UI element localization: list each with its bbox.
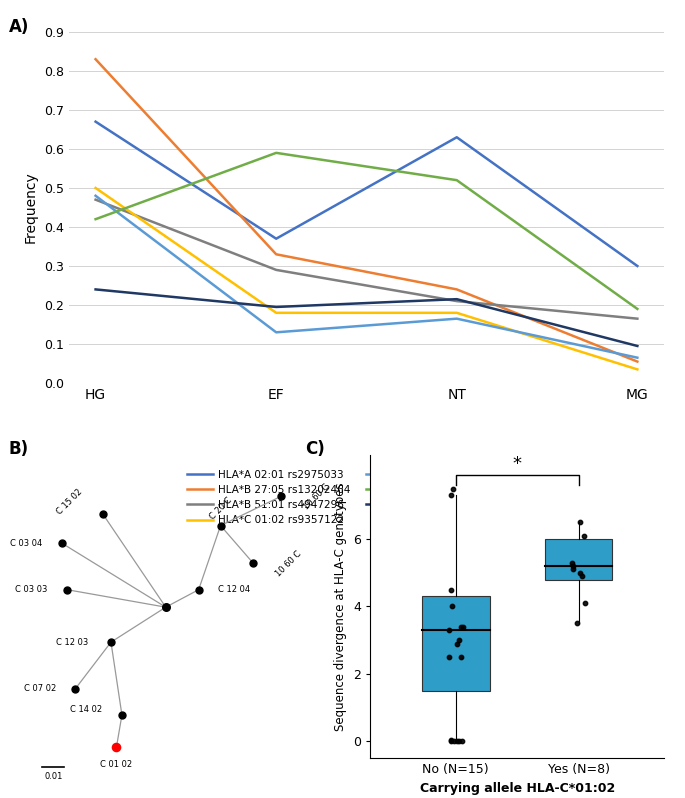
Text: *: * [512,456,522,473]
Text: B): B) [8,440,29,458]
Point [97,508,108,520]
Point [116,709,127,721]
Point [456,620,466,633]
Point [457,735,468,748]
Bar [545,539,612,579]
Point [444,650,455,663]
Point [452,735,463,748]
Text: 0.01: 0.01 [45,772,62,781]
Text: C 03 03: C 03 03 [15,585,48,595]
Point [446,600,457,613]
X-axis label: Carrying allele HLA-C*01:02: Carrying allele HLA-C*01:02 [419,781,615,795]
Point [458,620,469,633]
Text: C 01 02: C 01 02 [101,760,132,769]
Text: C 14 02: C 14 02 [71,705,102,713]
Point [193,583,204,596]
Point [447,482,458,495]
Point [452,637,463,650]
Point [105,636,116,649]
Point [577,570,588,583]
Text: 10 60 C: 10 60 C [302,482,331,511]
Text: C 15 02: C 15 02 [55,488,84,517]
Bar [422,596,490,691]
Point [575,567,586,579]
Text: C): C) [305,440,325,458]
Text: 10 60 C: 10 60 C [275,549,303,578]
Point [453,735,464,748]
Point [160,601,171,614]
Legend: HLA*A 02:01 rs2975033, HLA*B 27:05 rs13202464, HLA*B 51:01 rs4947296, HLA*C 01:0: HLA*A 02:01 rs2975033, HLA*B 27:05 rs132… [183,465,550,529]
Point [571,617,582,630]
Point [215,519,226,532]
Point [446,583,457,596]
Point [568,559,579,572]
Point [578,529,589,542]
Text: C 12 04: C 12 04 [219,585,250,595]
Point [111,741,122,753]
Text: C 20 C: C 20 C [208,496,234,521]
Point [56,537,67,550]
Point [443,624,454,637]
Text: C 03 04: C 03 04 [10,539,42,547]
Point [62,583,73,596]
Point [575,516,586,528]
Point [275,490,286,503]
Text: C 07 02: C 07 02 [23,684,56,693]
Point [568,563,579,576]
Point [70,682,81,695]
Point [449,735,460,748]
Y-axis label: Sequence divergence at HLA-C genotypes: Sequence divergence at HLA-C genotypes [334,482,347,731]
Text: A): A) [9,18,29,36]
Point [456,650,466,663]
Point [446,489,457,502]
Text: C 12 03: C 12 03 [56,638,89,646]
Point [445,735,456,748]
Point [453,634,464,646]
Point [445,733,456,746]
Point [248,557,259,570]
Y-axis label: Frequency: Frequency [24,172,38,243]
Point [566,556,577,569]
Point [580,597,590,610]
